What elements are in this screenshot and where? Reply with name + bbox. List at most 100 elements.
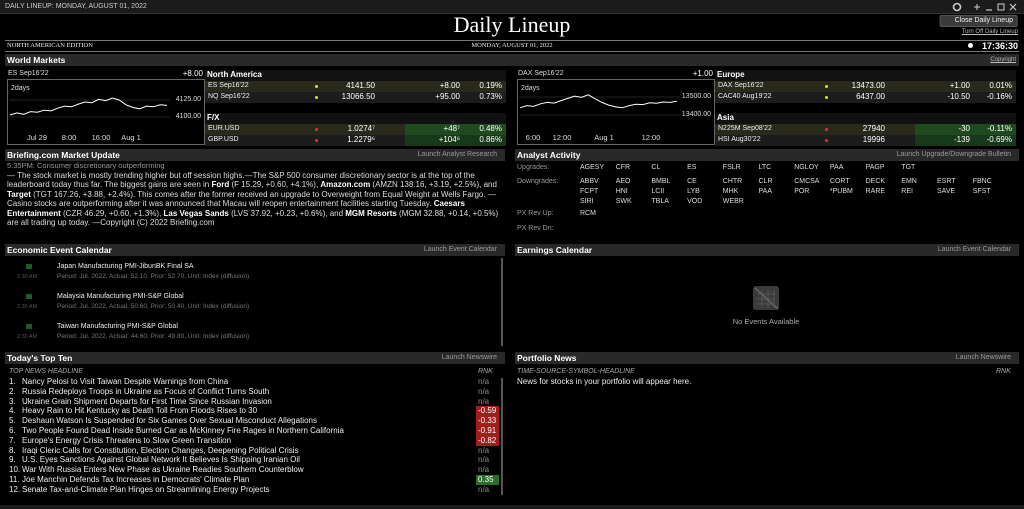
analyst-symbol[interactable]: VOD: [687, 198, 703, 205]
briefing-sentence: (TGT 167.26, +3.88, +2.4%). This comes a…: [7, 189, 496, 209]
event-time: 2:30 AM: [17, 304, 38, 310]
news-headline[interactable]: Two People Found Dead Inside Burned Car …: [22, 426, 344, 435]
group-title: Europe: [717, 70, 745, 79]
event-time: 2:30 AM: [17, 334, 38, 340]
news-headline[interactable]: Europe's Energy Crisis Threatens to Slow…: [22, 435, 232, 445]
turn-off-link[interactable]: Turn Off Daily Lineup: [961, 29, 1018, 35]
analyst-symbol[interactable]: PAGP: [865, 164, 885, 171]
analyst-symbol[interactable]: SAVE: [937, 188, 956, 195]
change: +48⁷: [443, 124, 460, 133]
analyst-symbol[interactable]: AGESY: [580, 164, 605, 171]
news-headline[interactable]: Ukraine Grain Shipment Departs for First…: [22, 396, 272, 406]
analyst-symbol[interactable]: DECK: [865, 178, 886, 185]
symbol: GBP.USD: [208, 136, 239, 143]
table-row: [715, 124, 1016, 135]
change-cell: [915, 135, 1016, 146]
analyst-symbol[interactable]: CFR: [615, 164, 631, 171]
status-dot: [825, 96, 828, 99]
analyst-symbol[interactable]: NGLOY: [794, 164, 819, 171]
scrollbar: [501, 378, 503, 495]
news-headline[interactable]: Russia Redeploys Troops in Ukraine as Fo…: [22, 386, 270, 396]
analyst-symbol[interactable]: FSLR: [722, 164, 741, 171]
analyst-symbol[interactable]: ESRT: [937, 178, 956, 185]
price: 4141.50: [346, 81, 375, 90]
news-number: 11.: [9, 475, 20, 484]
event-detail: Period: Jul. 2022, Actual: 52.10, Prior:…: [57, 273, 250, 280]
analyst-symbol[interactable]: HNI: [615, 188, 628, 195]
close-button[interactable]: Close Daily Lineup: [939, 15, 1018, 27]
status-dot: [315, 128, 318, 131]
analyst-symbol[interactable]: FCPT: [580, 188, 599, 195]
analyst-symbol[interactable]: CORT: [829, 178, 850, 185]
analyst-symbol[interactable]: SFST: [972, 188, 991, 195]
group-header-bg: [205, 70, 506, 81]
analyst-symbol[interactable]: RARE: [865, 188, 886, 195]
price: 13066.50: [341, 92, 375, 101]
analyst-symbol[interactable]: AEO: [615, 178, 631, 185]
event-title: Malaysia Manufacturing PMI-S&P Global: [57, 293, 184, 300]
news-headline[interactable]: Heavy Rain to Hit Kentucky as Death Toll…: [22, 406, 258, 416]
news-rank: -0.91: [478, 426, 497, 435]
calendar-slash: [754, 287, 779, 310]
analyst-symbol[interactable]: TBLA: [651, 198, 669, 205]
analyst-symbol[interactable]: CMCSA: [794, 178, 820, 185]
analyst-symbol[interactable]: CLR: [758, 178, 773, 185]
economic-link[interactable]: Launch Event Calendar: [423, 246, 497, 253]
table-row: [715, 92, 1016, 103]
briefing-company: Las Vegas Sands: [163, 208, 229, 218]
group-title: North America: [207, 70, 262, 79]
percent: 0.19%: [479, 81, 502, 90]
sparkline: [519, 94, 678, 109]
news-headline[interactable]: Iraqi Cleric Calls for Constitution, Ele…: [22, 445, 299, 455]
news-number: 12.: [9, 484, 21, 494]
analyst-symbol[interactable]: CE: [687, 178, 697, 185]
news-rank: n/a: [478, 396, 490, 406]
analyst-symbol[interactable]: TGT: [901, 164, 916, 171]
analyst-symbol[interactable]: WEBR: [722, 198, 744, 205]
news-rank: -0.59: [478, 406, 497, 416]
briefing-link[interactable]: Launch Analyst Research: [417, 151, 497, 158]
analyst-symbol[interactable]: LYB: [687, 188, 700, 195]
analyst-symbol[interactable]: SWK: [615, 198, 632, 205]
news-headline[interactable]: Senate Tax-and-Climate Plan Hinges on St…: [22, 484, 270, 494]
analyst-symbol[interactable]: LCII: [651, 188, 665, 195]
analyst-symbol[interactable]: ABBV: [580, 178, 599, 185]
copyright-link[interactable]: Copyright: [990, 57, 1016, 63]
y-tick-label: 4125.00: [175, 96, 201, 103]
news-headline[interactable]: U.S. Eyes Sanctions Against Global Netwo…: [22, 455, 300, 465]
event-detail: Period: Jul. 2022, Actual: 50.60, Prior:…: [57, 303, 250, 310]
status-dot: [315, 85, 318, 88]
analyst-symbol[interactable]: CHTR: [722, 178, 743, 185]
x-tick-label: Jul 29: [26, 133, 48, 142]
portfolio-link[interactable]: Launch Newswire: [955, 354, 1011, 361]
news-headline[interactable]: War With Russia Enters New Phase as Ukra…: [22, 465, 304, 475]
analyst-label: Upgrades:: [517, 164, 550, 171]
analyst-symbol[interactable]: RCM: [580, 210, 596, 217]
analyst-symbol[interactable]: FBNC: [972, 178, 992, 185]
table-row: [205, 81, 506, 92]
analyst-symbol[interactable]: REI: [901, 188, 913, 195]
economic-bar: [5, 244, 505, 256]
top-ten-link[interactable]: Launch Newswire: [441, 354, 497, 361]
analyst-symbol[interactable]: BMBL: [651, 178, 671, 185]
news-rank: n/a: [478, 386, 490, 396]
analyst-symbol[interactable]: POR: [794, 188, 810, 195]
window-controls[interactable]: [952, 1, 1022, 13]
analyst-symbol[interactable]: LTC: [758, 164, 772, 171]
analyst-symbol[interactable]: ES: [687, 164, 697, 171]
earnings-bar: [515, 244, 1019, 256]
analyst-symbol[interactable]: PAA: [829, 164, 844, 171]
analyst-symbol[interactable]: MHK: [722, 188, 739, 195]
y-tick-label: 4100.00: [175, 113, 201, 120]
earnings-link[interactable]: Launch Event Calendar: [937, 246, 1011, 253]
analyst-symbol[interactable]: *PUBM: [829, 188, 853, 195]
analyst-symbol[interactable]: EMN: [901, 178, 917, 185]
analyst-symbol[interactable]: SIRI: [580, 198, 594, 205]
analyst-symbol[interactable]: CL: [651, 164, 661, 171]
news-headline[interactable]: Joe Manchin Defends Tax Increases in Dem…: [22, 475, 250, 484]
news-headline[interactable]: Nancy Pelosi to Visit Taiwan Despite War…: [22, 377, 229, 386]
analyst-link[interactable]: Launch Upgrade/Downgrade Bulletin: [896, 151, 1011, 158]
analyst-symbol[interactable]: PAA: [758, 188, 773, 195]
table-row: [205, 92, 506, 103]
news-headline[interactable]: Deshaun Watson Is Suspended for Six Game…: [22, 416, 317, 426]
